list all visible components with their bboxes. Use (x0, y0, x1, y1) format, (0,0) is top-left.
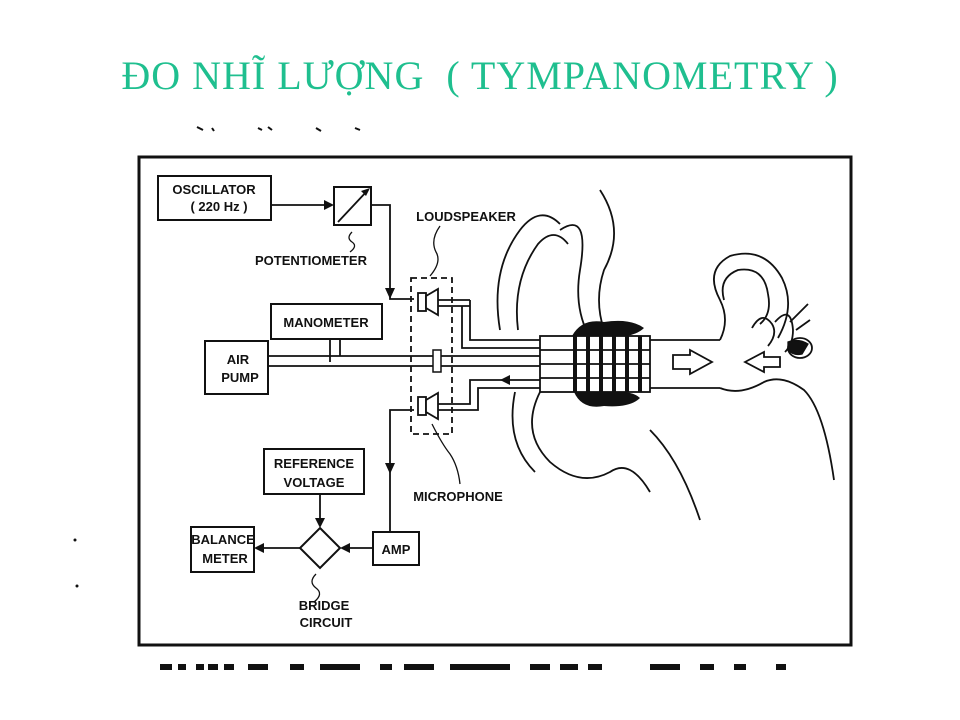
bridge-circuit-label-2: CIRCUIT (300, 615, 353, 630)
microphone-to-amp-line (389, 409, 414, 532)
bridge-circuit-label: BRIDGE (299, 598, 350, 613)
potentiometer-pointer (348, 231, 356, 253)
air-pump-label-2: PUMP (221, 370, 259, 385)
microphone-label: MICROPHONE (413, 489, 503, 504)
balance-meter-label-2: METER (202, 551, 248, 566)
arrow-head (385, 288, 395, 299)
microphone-pointer (431, 423, 461, 485)
air-pump-label: AIR (227, 352, 250, 367)
loudspeaker-pointer (429, 225, 441, 277)
oscillator-label: OSCILLATOR (172, 182, 256, 197)
reference-voltage-box (263, 448, 365, 495)
potentiometer-diagonal (337, 189, 369, 223)
manometer-label: MANOMETER (283, 315, 369, 330)
manometer-box (270, 303, 383, 340)
oscillator-frequency-label: ( 220 Hz ) (190, 199, 247, 214)
oscillator-box (157, 175, 272, 221)
air-pump-box (204, 340, 269, 395)
potentiometer-to-loudspeaker-line (371, 204, 414, 300)
potentiometer-label: POTENTIOMETER (255, 253, 368, 268)
microphone-icon (417, 379, 540, 421)
loudspeaker-icon (417, 287, 470, 317)
balance-meter-label: BALANCE (191, 532, 255, 547)
arrow-head (315, 518, 325, 528)
air-tube-coupling (432, 349, 442, 373)
balance-meter-box (190, 526, 255, 573)
loudspeaker-tube-inner (461, 306, 540, 349)
arrow-head (254, 543, 264, 553)
loudspeaker-label: LOUDSPEAKER (416, 209, 516, 224)
scan-marks-top (196, 126, 361, 132)
amp-label: AMP (382, 542, 411, 557)
arrow-head (340, 543, 350, 553)
loudspeaker-tube (469, 300, 540, 341)
diagram-frame (137, 155, 853, 647)
arrow-head (361, 188, 370, 196)
arrow-head (500, 375, 510, 385)
reference-voltage-label: REFERENCE (274, 456, 355, 471)
scan-dot (75, 584, 79, 588)
arrow-head (385, 463, 395, 474)
arrow-head (324, 200, 334, 210)
ear-probe (539, 320, 651, 407)
ear-anatomy-illustration (496, 189, 835, 521)
reference-voltage-label-2: VOLTAGE (284, 475, 345, 490)
cropped-caption-fragment (160, 664, 786, 670)
bridge-pointer (311, 573, 321, 603)
scan-dot (73, 538, 77, 542)
bridge-circuit-diamond (298, 526, 342, 570)
page-title: ĐO NHĨ LƯỢNG ( TYMPANOMETRY ) (121, 53, 839, 98)
